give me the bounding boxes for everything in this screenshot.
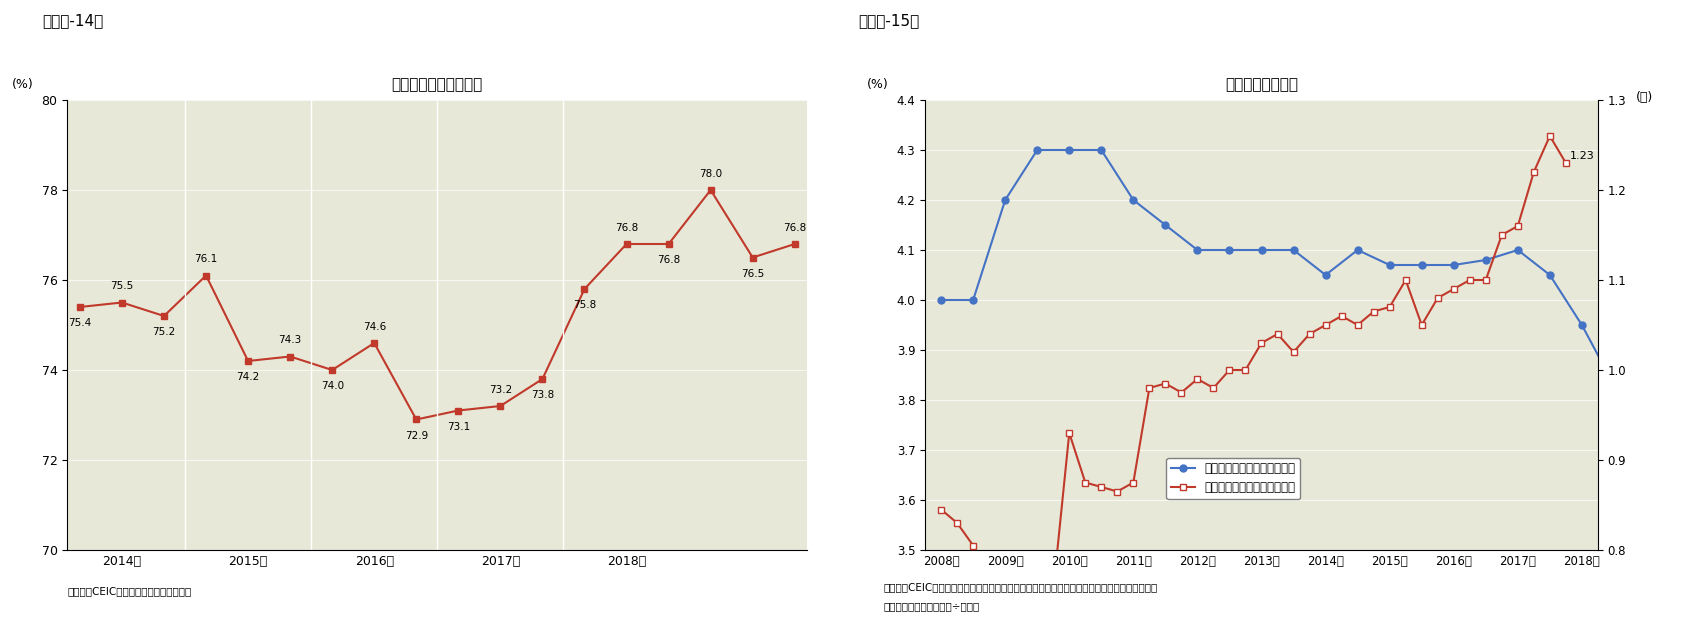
Text: （注）求人倍率は求人数÷求職数: （注）求人倍率は求人数÷求職数 xyxy=(883,601,979,611)
Text: 74.3: 74.3 xyxy=(279,336,301,346)
Text: 75.8: 75.8 xyxy=(574,300,595,310)
Y-axis label: (倍): (倍) xyxy=(1637,91,1653,104)
Title: 工業設備稼働率の推移: 工業設備稼働率の推移 xyxy=(392,77,483,92)
Text: （図表-15）: （図表-15） xyxy=(858,13,918,28)
Text: （資料）CEIC（出所は中国国家統計局）: （資料）CEIC（出所は中国国家統計局） xyxy=(67,586,192,596)
Legend: 都市登録失業率（左目盛り）, 都市の求人倍率（右目盛り）: 都市登録失業率（左目盛り）, 都市の求人倍率（右目盛り） xyxy=(1167,458,1300,499)
Text: 76.8: 76.8 xyxy=(658,255,680,265)
Title: 失業率と求人倍率: 失業率と求人倍率 xyxy=(1224,77,1299,92)
Text: 75.2: 75.2 xyxy=(153,327,175,337)
Text: 76.8: 76.8 xyxy=(784,223,806,233)
Text: 73.2: 73.2 xyxy=(489,385,511,395)
Text: 78.0: 78.0 xyxy=(700,169,722,179)
Text: 75.4: 75.4 xyxy=(69,318,91,328)
Text: 1.23: 1.23 xyxy=(1569,151,1595,161)
Text: 73.1: 73.1 xyxy=(447,422,469,432)
Y-axis label: (%): (%) xyxy=(12,78,34,91)
Text: 76.8: 76.8 xyxy=(616,223,637,233)
Text: 73.8: 73.8 xyxy=(532,390,553,400)
Text: 75.5: 75.5 xyxy=(111,281,133,291)
Text: 74.0: 74.0 xyxy=(321,381,343,391)
Text: （図表-14）: （図表-14） xyxy=(42,13,103,28)
Text: 76.5: 76.5 xyxy=(742,269,764,279)
Text: 76.1: 76.1 xyxy=(195,254,217,264)
Text: 74.2: 74.2 xyxy=(237,372,259,382)
Text: （資料）CEIC（出所は中国人力資源・社会保障部）のデータを元にニッセイ基礎研究所が作成: （資料）CEIC（出所は中国人力資源・社会保障部）のデータを元にニッセイ基礎研究… xyxy=(883,582,1157,592)
Text: 74.6: 74.6 xyxy=(363,322,385,332)
Y-axis label: (%): (%) xyxy=(868,78,888,91)
Text: 72.9: 72.9 xyxy=(405,431,427,441)
